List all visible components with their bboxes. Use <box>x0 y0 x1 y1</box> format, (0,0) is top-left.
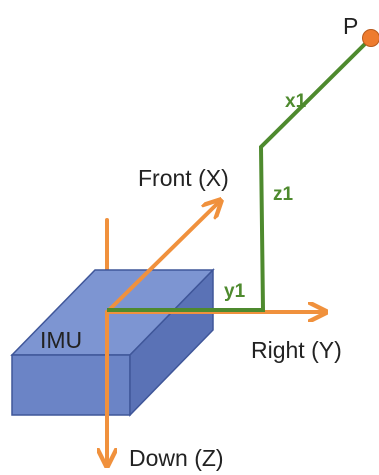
imu-box-front <box>11 354 131 416</box>
point-p-label: P <box>343 13 358 39</box>
right-axis-label: Right (Y) <box>251 337 342 363</box>
front-axis-label: Front (X) <box>138 165 229 191</box>
x1-label: x1 <box>285 91 307 112</box>
point-p-marker <box>362 29 379 47</box>
imu-box-side <box>129 268 214 417</box>
imu-label: IMU <box>40 327 82 353</box>
y1-label: y1 <box>224 281 246 302</box>
z1-label: z1 <box>273 184 294 205</box>
down-axis-label: Down (Z) <box>129 445 224 471</box>
front-axis <box>105 203 218 314</box>
offset-path <box>107 36 373 312</box>
